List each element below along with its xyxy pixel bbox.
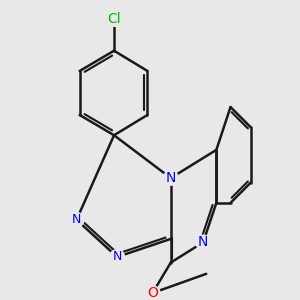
Text: N: N [166,171,176,185]
Ellipse shape [110,250,124,264]
Ellipse shape [196,235,211,250]
Ellipse shape [102,12,126,26]
Ellipse shape [163,171,178,185]
Text: Cl: Cl [107,12,121,26]
Text: N: N [112,250,122,263]
Ellipse shape [69,213,84,227]
Text: O: O [147,286,158,300]
Ellipse shape [145,286,160,300]
Text: N: N [72,213,81,226]
Text: N: N [198,235,208,249]
